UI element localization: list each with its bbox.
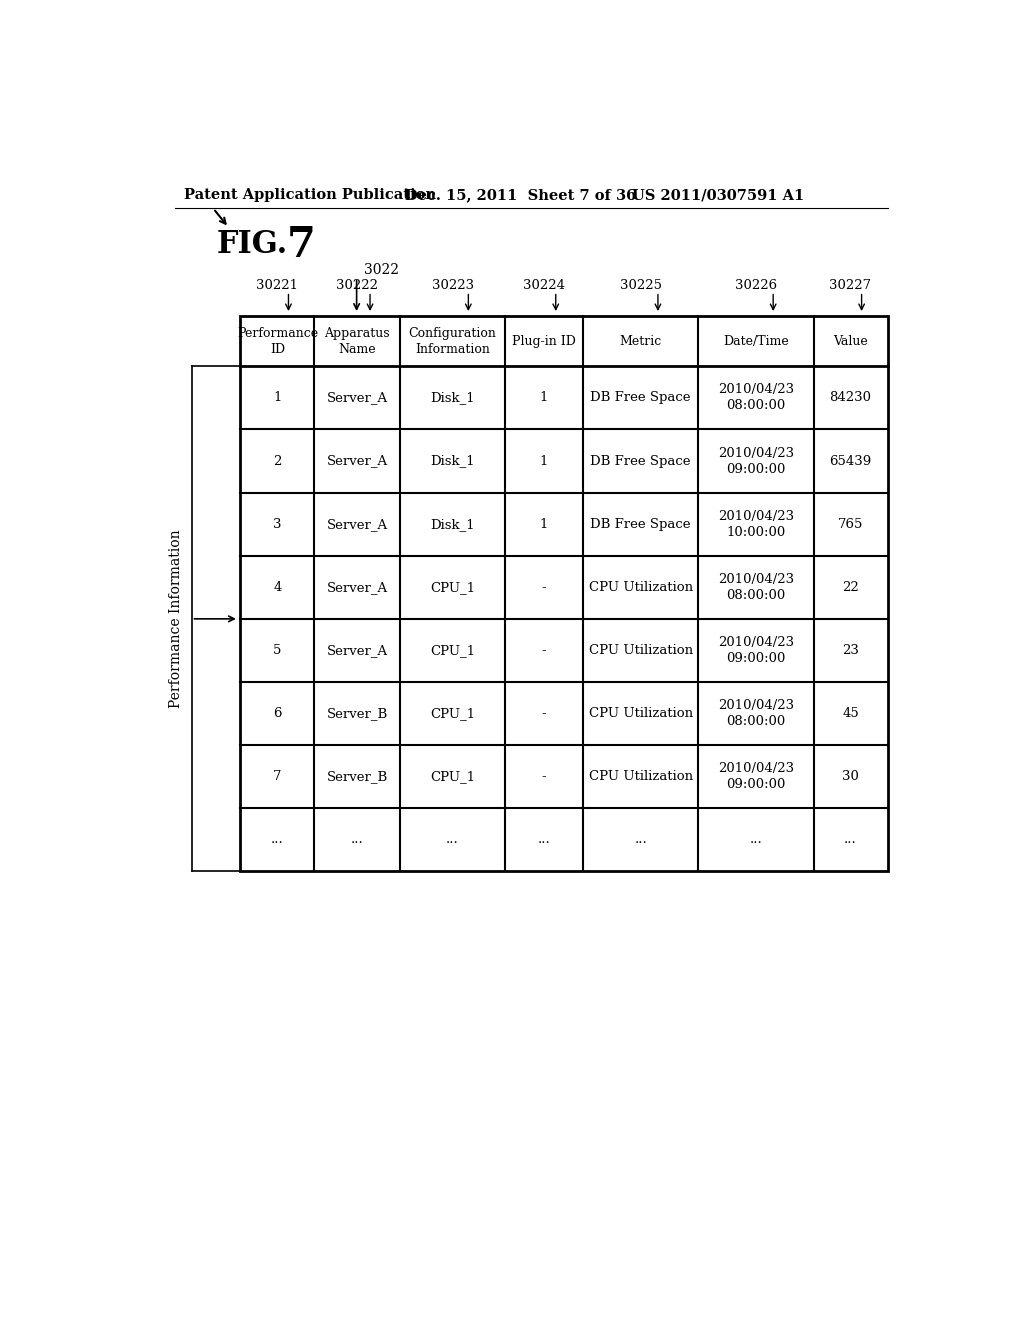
Text: DB Free Space: DB Free Space bbox=[591, 391, 691, 404]
Text: 30227: 30227 bbox=[829, 279, 871, 292]
Text: 2010/04/23
09:00:00: 2010/04/23 09:00:00 bbox=[718, 636, 794, 665]
Text: Disk_1: Disk_1 bbox=[430, 517, 475, 531]
Text: 5: 5 bbox=[273, 644, 282, 657]
Text: Server_A: Server_A bbox=[327, 644, 388, 657]
Text: 765: 765 bbox=[838, 517, 863, 531]
Text: Server_A: Server_A bbox=[327, 581, 388, 594]
Text: CPU Utilization: CPU Utilization bbox=[589, 644, 692, 657]
Text: Value: Value bbox=[834, 335, 868, 347]
Text: CPU_1: CPU_1 bbox=[430, 770, 475, 783]
Text: 65439: 65439 bbox=[829, 454, 871, 467]
Text: Plug-in ID: Plug-in ID bbox=[512, 335, 577, 347]
Text: ...: ... bbox=[538, 833, 551, 846]
Text: 30221: 30221 bbox=[256, 279, 298, 292]
Text: 1: 1 bbox=[273, 391, 282, 404]
Text: Date/Time: Date/Time bbox=[723, 335, 788, 347]
Text: CPU Utilization: CPU Utilization bbox=[589, 581, 692, 594]
Text: 30222: 30222 bbox=[336, 279, 378, 292]
Text: Server_A: Server_A bbox=[327, 454, 388, 467]
Text: 22: 22 bbox=[842, 581, 859, 594]
Text: CPU_1: CPU_1 bbox=[430, 644, 475, 657]
Text: -: - bbox=[542, 770, 547, 783]
Text: ...: ... bbox=[446, 833, 459, 846]
Text: CPU_1: CPU_1 bbox=[430, 708, 475, 721]
Text: 6: 6 bbox=[273, 708, 282, 721]
Text: 2010/04/23
08:00:00: 2010/04/23 08:00:00 bbox=[718, 700, 794, 729]
Text: 84230: 84230 bbox=[829, 391, 871, 404]
Text: Server_B: Server_B bbox=[327, 770, 388, 783]
Text: CPU Utilization: CPU Utilization bbox=[589, 708, 692, 721]
Text: 2010/04/23
09:00:00: 2010/04/23 09:00:00 bbox=[718, 762, 794, 791]
Text: 30: 30 bbox=[842, 770, 859, 783]
Text: 45: 45 bbox=[842, 708, 859, 721]
Text: 30226: 30226 bbox=[735, 279, 777, 292]
Bar bbox=[241, 317, 888, 871]
Text: DB Free Space: DB Free Space bbox=[591, 517, 691, 531]
Text: 23: 23 bbox=[842, 644, 859, 657]
Text: 4: 4 bbox=[273, 581, 282, 594]
Text: CPU Utilization: CPU Utilization bbox=[589, 770, 692, 783]
Text: Disk_1: Disk_1 bbox=[430, 391, 475, 404]
Text: DB Free Space: DB Free Space bbox=[591, 454, 691, 467]
Text: -: - bbox=[542, 708, 547, 721]
Text: 2: 2 bbox=[273, 454, 282, 467]
Text: Disk_1: Disk_1 bbox=[430, 454, 475, 467]
Text: ...: ... bbox=[271, 833, 284, 846]
Text: ...: ... bbox=[750, 833, 762, 846]
Text: 2010/04/23
10:00:00: 2010/04/23 10:00:00 bbox=[718, 510, 794, 539]
Text: ...: ... bbox=[844, 833, 857, 846]
Text: Server_A: Server_A bbox=[327, 391, 388, 404]
Text: CPU_1: CPU_1 bbox=[430, 581, 475, 594]
Text: Server_B: Server_B bbox=[327, 708, 388, 721]
Text: -: - bbox=[542, 581, 547, 594]
Text: Patent Application Publication: Patent Application Publication bbox=[183, 189, 436, 202]
Text: ...: ... bbox=[351, 833, 364, 846]
Text: Performance Information: Performance Information bbox=[169, 529, 183, 708]
Text: Apparatus
Name: Apparatus Name bbox=[325, 327, 390, 356]
Text: Metric: Metric bbox=[620, 335, 662, 347]
Text: Performance
ID: Performance ID bbox=[237, 327, 317, 356]
Text: Configuration
Information: Configuration Information bbox=[409, 327, 497, 356]
Text: Server_A: Server_A bbox=[327, 517, 388, 531]
Text: Dec. 15, 2011  Sheet 7 of 36: Dec. 15, 2011 Sheet 7 of 36 bbox=[406, 189, 637, 202]
Text: 1: 1 bbox=[540, 517, 548, 531]
Text: 3022: 3022 bbox=[365, 263, 399, 277]
Text: 7: 7 bbox=[273, 770, 282, 783]
Text: 1: 1 bbox=[540, 454, 548, 467]
Text: 7: 7 bbox=[287, 223, 315, 265]
Text: 2010/04/23
09:00:00: 2010/04/23 09:00:00 bbox=[718, 446, 794, 475]
Text: ...: ... bbox=[634, 833, 647, 846]
Text: 2010/04/23
08:00:00: 2010/04/23 08:00:00 bbox=[718, 383, 794, 412]
Text: US 2011/0307591 A1: US 2011/0307591 A1 bbox=[632, 189, 804, 202]
Text: 2010/04/23
08:00:00: 2010/04/23 08:00:00 bbox=[718, 573, 794, 602]
Text: -: - bbox=[542, 644, 547, 657]
Text: 1: 1 bbox=[540, 391, 548, 404]
Text: 3: 3 bbox=[273, 517, 282, 531]
Text: 30224: 30224 bbox=[523, 279, 565, 292]
Text: 30225: 30225 bbox=[620, 279, 662, 292]
Text: 30223: 30223 bbox=[431, 279, 474, 292]
Text: FIG.: FIG. bbox=[217, 230, 289, 260]
